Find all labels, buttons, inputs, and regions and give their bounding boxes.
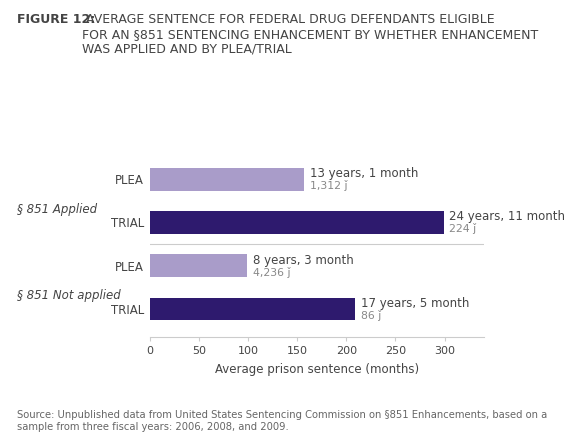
- Bar: [150, 254, 247, 277]
- Text: 4,236 ǰ: 4,236 ǰ: [253, 267, 290, 278]
- Bar: [150, 298, 355, 320]
- Text: 1,312 ǰ: 1,312 ǰ: [310, 180, 347, 191]
- Text: 24 years, 11 month: 24 years, 11 month: [449, 210, 566, 223]
- Text: 8 years, 3 month: 8 years, 3 month: [253, 254, 354, 267]
- Text: § 851 Not applied: § 851 Not applied: [17, 289, 121, 302]
- Text: Source: Unpublished data from United States Sentencing Commission on §851 Enhanc: Source: Unpublished data from United Sta…: [17, 410, 548, 432]
- Bar: [150, 168, 304, 191]
- Text: 224 ǰ: 224 ǰ: [449, 223, 476, 235]
- Text: AVERAGE SENTENCE FOR FEDERAL DRUG DEFENDANTS ELIGIBLE
FOR AN §851 SENTENCING ENH: AVERAGE SENTENCE FOR FEDERAL DRUG DEFEND…: [82, 13, 538, 56]
- Text: 86 ǰ: 86 ǰ: [361, 310, 381, 321]
- Text: 13 years, 1 month: 13 years, 1 month: [310, 167, 418, 180]
- X-axis label: Average prison sentence (months): Average prison sentence (months): [215, 363, 419, 376]
- Text: FIGURE 12:: FIGURE 12:: [17, 13, 96, 26]
- Text: § 851 Applied: § 851 Applied: [17, 203, 97, 216]
- Text: 17 years, 5 month: 17 years, 5 month: [361, 297, 469, 310]
- Bar: [150, 211, 444, 234]
